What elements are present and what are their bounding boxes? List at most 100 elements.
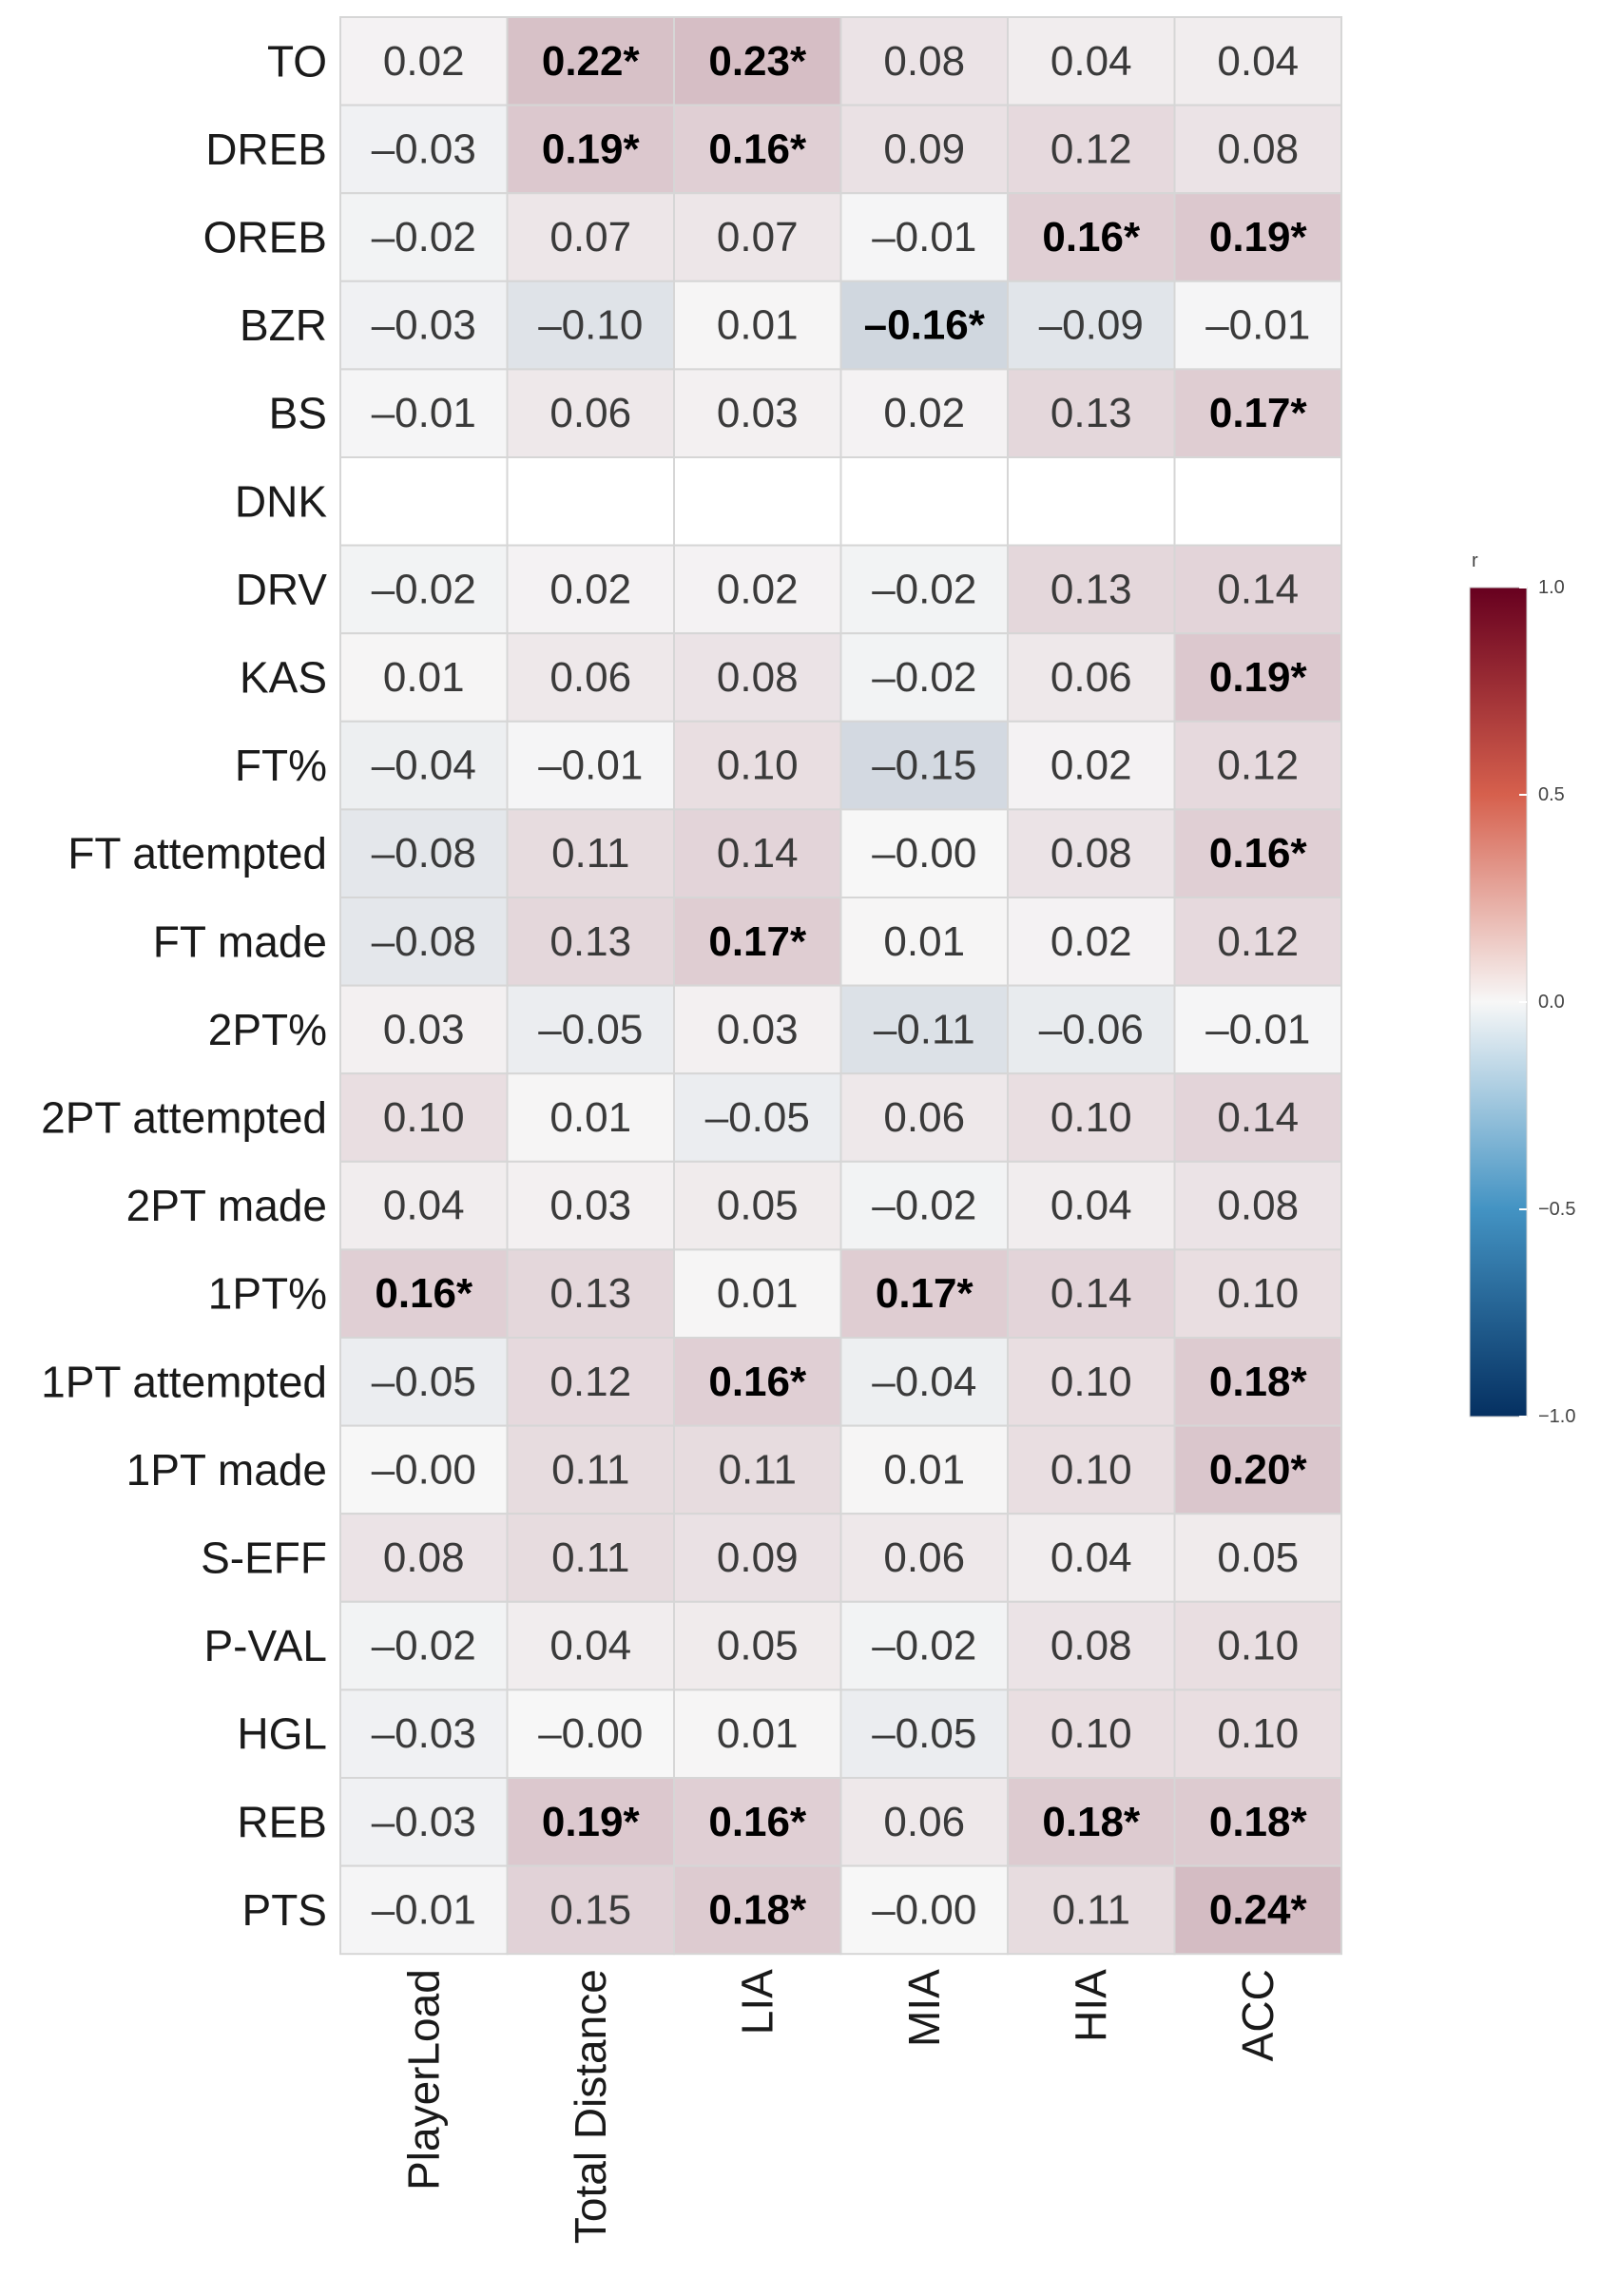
cell-value-label: 0.10 <box>1217 1710 1299 1757</box>
cell-value-label: 0.20* <box>1209 1446 1308 1493</box>
heatmap-cell <box>339 808 509 899</box>
y-tick-label: BZR <box>240 300 327 350</box>
cell-value-label: 0.11 <box>719 1446 797 1493</box>
y-tick-label: FT made <box>153 916 327 966</box>
heatmap-cell <box>673 368 842 458</box>
heatmap-cell <box>339 1777 509 1867</box>
cell-value-label: 0.02 <box>549 566 631 612</box>
heatmap-cell <box>1173 1513 1342 1603</box>
heatmap-cell <box>339 984 509 1075</box>
cell-value-label: 0.11 <box>551 1446 629 1493</box>
x-tick-label: ACC <box>1233 1969 1282 2061</box>
cell-value-label: –0.04 <box>872 1359 976 1405</box>
cell-value-label: 0.19* <box>542 1799 641 1845</box>
cell-value-label: 0.04 <box>1051 38 1132 85</box>
heatmap-cell <box>506 1160 675 1251</box>
cell-value-label: 0.07 <box>717 214 799 260</box>
cell-value-label: 0.04 <box>1217 38 1299 85</box>
x-tick-label: HIA <box>1067 1969 1116 2042</box>
heatmap-cell <box>1173 1337 1342 1427</box>
heatmap-cell <box>506 1513 675 1603</box>
cell-value-label: 0.05 <box>717 1623 799 1669</box>
cell-value-label: –0.01 <box>1205 302 1310 349</box>
cell-value-label: 0.07 <box>549 214 631 260</box>
heatmap-cell <box>1007 456 1176 547</box>
cell-value-label: 0.16* <box>375 1270 473 1317</box>
legend-tick-label: −0.5 <box>1538 1199 1575 1220</box>
heatmap-cell <box>506 280 675 371</box>
heatmap-cell <box>839 1777 1009 1867</box>
cell-value-label: 0.02 <box>1051 743 1132 789</box>
heatmap-cell <box>1007 1337 1176 1427</box>
heatmap-cell <box>1007 192 1176 282</box>
heatmap-cell <box>1007 1777 1176 1867</box>
cell-value-label: 0.03 <box>717 1006 799 1052</box>
cell-value-label: 0.16* <box>708 1359 807 1405</box>
cell-value-label: 0.19* <box>542 125 641 172</box>
cell-value-label: 0.10 <box>1051 1094 1132 1141</box>
heatmap-cell <box>1007 808 1176 899</box>
cell-value-label: 0.24* <box>1209 1886 1308 1933</box>
cell-value-label: 0.14 <box>1217 1094 1299 1141</box>
heatmap-cell <box>1173 1424 1342 1515</box>
row-labels: TO DREB OREB BZR BS DNK DRV KAS FT% FT attempted F… <box>41 36 327 1935</box>
heatmap-cell <box>1173 280 1342 371</box>
legend-tick-label: 0.0 <box>1538 992 1565 1013</box>
cell-value-label: 0.08 <box>1051 1623 1132 1669</box>
heatmap-cell <box>839 1424 1009 1515</box>
y-tick-label: DRV <box>236 565 328 614</box>
y-tick-label: DREB <box>205 125 327 174</box>
heatmap-cell <box>673 1072 842 1163</box>
cell-value-label: 0.10 <box>1051 1710 1132 1757</box>
cell-value-label: 0.10 <box>1051 1359 1132 1405</box>
heatmap-cell <box>839 1072 1009 1163</box>
cell-value-label: 0.03 <box>717 390 799 436</box>
cell-value-label: 0.06 <box>549 654 631 701</box>
cell-value-label: –0.05 <box>705 1094 810 1141</box>
y-tick-label: P-VAL <box>203 1621 327 1670</box>
heatmap-cell <box>1173 368 1342 458</box>
cell-value-label: –0.10 <box>538 302 643 349</box>
cell-value-label: 0.02 <box>883 390 965 436</box>
cell-value-label: 0.10 <box>717 743 799 789</box>
heatmap-cell <box>506 808 675 899</box>
cell-value-label: 0.04 <box>549 1623 631 1669</box>
y-tick-label: BS <box>269 389 327 438</box>
legend-tick-label: 1.0 <box>1538 577 1565 598</box>
heatmap-cell <box>506 1600 675 1691</box>
cell-value-label: –0.00 <box>872 830 976 877</box>
legend-tick-label: 0.5 <box>1538 784 1565 805</box>
heatmap-cell <box>339 1513 509 1603</box>
heatmap-cell <box>339 897 509 987</box>
cell-value-label: 0.06 <box>883 1094 965 1141</box>
cell-value-label: 0.09 <box>883 125 965 172</box>
heatmap-cell <box>1173 808 1342 899</box>
heatmap-cell <box>839 192 1009 282</box>
cell-value-label: 0.01 <box>717 1270 799 1317</box>
cell-value-label: 0.19* <box>1209 214 1308 260</box>
y-tick-label: FT% <box>235 741 327 790</box>
cell-value-label: 0.05 <box>1217 1534 1299 1581</box>
heatmap-cell <box>839 280 1009 371</box>
cell-value-label: –0.02 <box>872 654 976 701</box>
heatmap-cell <box>339 16 509 106</box>
heatmap-cell <box>1173 16 1342 106</box>
cell-value-label: 0.11 <box>1052 1886 1130 1933</box>
cell-value-label: 0.13 <box>1051 566 1132 612</box>
cell-value-label: 0.16* <box>1042 214 1141 260</box>
cell-value-label: 0.18* <box>1209 1359 1308 1405</box>
heatmap-cell <box>839 1337 1009 1427</box>
heatmap-cell <box>339 1072 509 1163</box>
heatmap-cell <box>1173 1600 1342 1691</box>
y-tick-label: PTS <box>242 1885 327 1935</box>
heatmap-cell <box>839 720 1009 811</box>
cell-value-label: 0.09 <box>717 1534 799 1581</box>
cell-value-label: 0.02 <box>383 38 465 85</box>
cell-value-label: –0.02 <box>372 214 476 260</box>
cell-value-label: 0.16* <box>708 125 807 172</box>
cell-value-label: –0.03 <box>372 1799 476 1845</box>
heatmap-cell <box>1007 280 1176 371</box>
x-tick-label: PlayerLoad <box>399 1969 449 2190</box>
heatmap-cell <box>673 1513 842 1603</box>
heatmap-cell <box>1173 720 1342 811</box>
